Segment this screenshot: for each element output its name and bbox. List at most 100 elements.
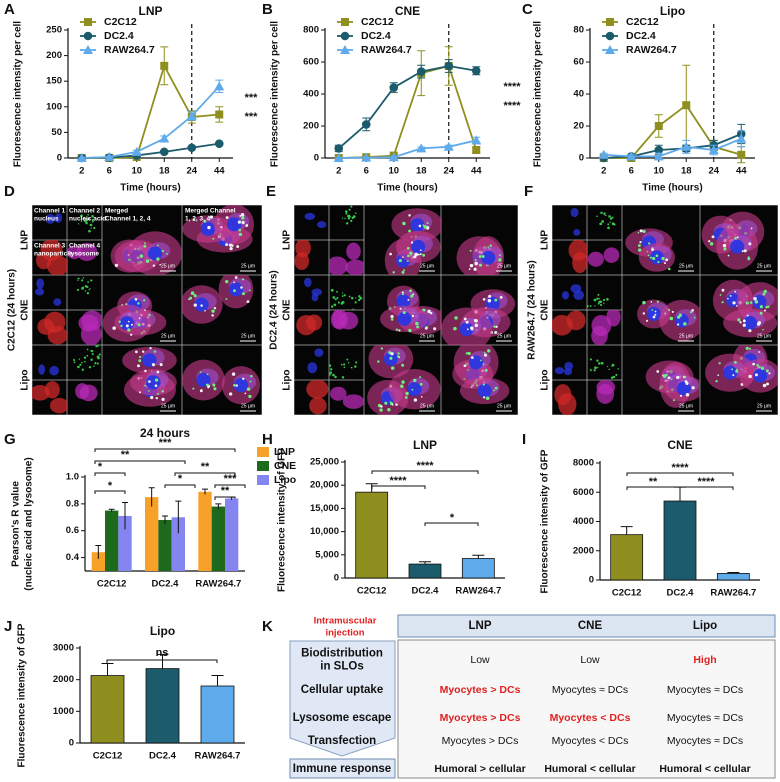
cell-stain	[311, 288, 323, 296]
particle	[498, 254, 501, 257]
micrograph	[182, 205, 262, 275]
x-tick-label: C2C12	[93, 751, 123, 762]
error-bar	[95, 544, 102, 559]
y-tick-label: 400	[303, 89, 319, 100]
bar	[158, 519, 172, 571]
y-tick-label: 0	[69, 738, 74, 749]
x-tick-label: 18	[416, 166, 427, 177]
cell-stain	[304, 277, 312, 288]
y-tick-label: 4000	[573, 516, 594, 527]
annotation: *	[450, 512, 455, 524]
particle	[466, 328, 469, 331]
particle	[765, 369, 769, 373]
particle	[358, 298, 361, 302]
micrograph	[67, 205, 102, 240]
y-tick-label: 0	[334, 573, 339, 584]
particle	[239, 214, 242, 217]
particle	[139, 254, 144, 258]
y-axis-label: Fluorescence intensity of GFP	[277, 448, 288, 592]
particle	[337, 301, 340, 304]
micrograph	[294, 275, 329, 310]
scale-bar-label: 25 μm	[161, 403, 175, 409]
particle	[742, 323, 746, 327]
marker	[443, 141, 454, 151]
particle	[691, 386, 695, 390]
particle	[423, 224, 427, 229]
scale-bar-label: 25 μm	[679, 263, 693, 269]
particle	[767, 305, 770, 309]
marker	[389, 83, 399, 92]
significance-bracket	[164, 484, 196, 488]
legend-marker	[341, 18, 349, 26]
marker	[187, 143, 197, 153]
marker	[159, 147, 169, 157]
particle	[330, 288, 334, 292]
cell-stain	[305, 314, 323, 331]
particle	[642, 229, 646, 234]
particle	[143, 242, 146, 245]
particle	[598, 362, 601, 365]
particle	[77, 365, 80, 369]
particle	[657, 261, 660, 264]
particle	[599, 303, 603, 307]
particle	[246, 387, 251, 391]
cell-stain	[591, 314, 612, 337]
x-tick-label: DC2.4	[149, 751, 177, 762]
scale-bar-label: 25 μm	[241, 263, 255, 269]
particle	[742, 319, 746, 323]
particle	[722, 243, 727, 248]
particle	[138, 359, 142, 363]
particle	[493, 325, 496, 328]
particle	[732, 374, 735, 377]
micrograph	[364, 275, 441, 345]
particle	[346, 358, 349, 361]
particle	[596, 359, 599, 362]
particle	[159, 363, 163, 367]
scale-bar-label: 25 μm	[161, 263, 175, 269]
particle	[734, 290, 737, 293]
particle	[352, 308, 354, 310]
micrograph	[32, 205, 67, 240]
particle	[240, 286, 243, 289]
cell-stain	[558, 393, 577, 415]
particle	[597, 293, 600, 296]
particle	[84, 290, 87, 292]
particle	[642, 300, 646, 305]
bar	[145, 497, 159, 571]
particle	[89, 223, 93, 227]
micrograph	[182, 275, 262, 345]
particle	[91, 220, 94, 223]
particle	[344, 217, 346, 220]
significance-bracket	[94, 448, 236, 452]
particle	[717, 374, 720, 377]
legend-label: RAW264.7	[104, 44, 155, 56]
significance-bracket	[94, 472, 126, 476]
x-tick-label: 2	[79, 166, 84, 177]
particle	[418, 224, 422, 228]
particle	[478, 255, 482, 258]
particle	[193, 294, 197, 298]
nucleus	[411, 239, 426, 254]
marker	[214, 81, 225, 91]
x-tick-label: 24	[186, 166, 197, 177]
legend-label: RAW264.7	[626, 44, 677, 56]
legend-label: LNP	[274, 446, 295, 458]
particle	[589, 358, 592, 361]
micrograph	[552, 310, 587, 345]
marker	[186, 111, 197, 121]
legend-marker	[83, 31, 93, 41]
particle	[204, 309, 206, 312]
particle	[454, 316, 458, 320]
particle	[205, 383, 209, 387]
cell-stain	[564, 361, 574, 371]
chart-title: CNE	[667, 438, 692, 452]
particle	[94, 362, 97, 365]
particle	[453, 326, 457, 331]
particle	[189, 296, 193, 300]
annotation: ****	[697, 476, 715, 488]
cell-stain	[570, 207, 579, 218]
particle	[414, 252, 418, 257]
particle	[748, 347, 752, 350]
particle	[638, 248, 642, 252]
particle	[617, 368, 619, 370]
